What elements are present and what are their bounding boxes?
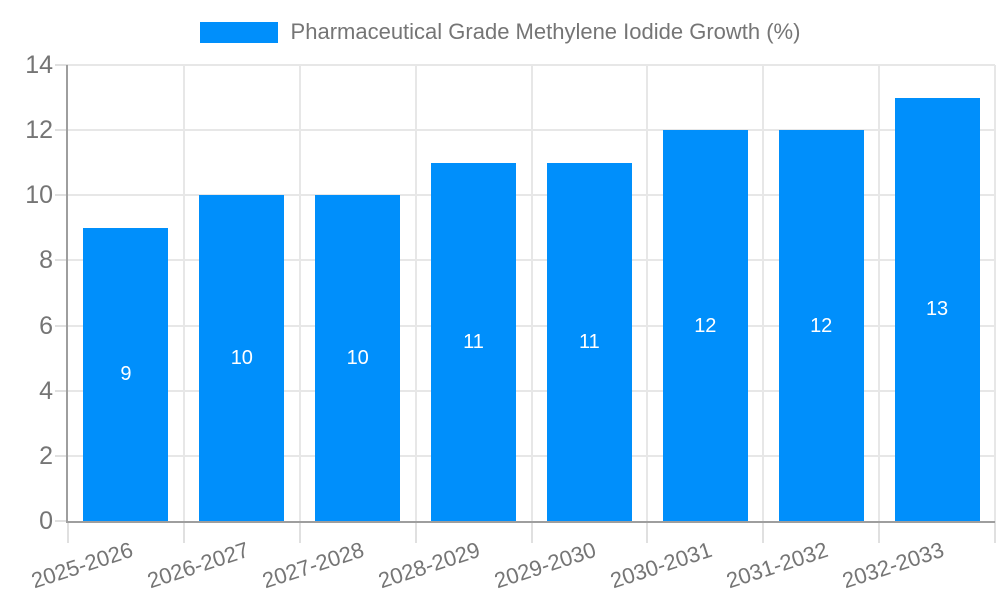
y-tick — [55, 129, 68, 132]
x-tick — [762, 521, 765, 543]
bar-2028-2029[interactable] — [431, 162, 517, 521]
y-axis-label: 8 — [39, 246, 53, 275]
x-tick — [414, 521, 417, 543]
y-tick — [55, 389, 68, 392]
bar-value-label: 10 — [230, 347, 253, 370]
y-tick — [55, 194, 68, 197]
bar-value-label: 12 — [694, 314, 717, 337]
x-axis-label: 2025-2026 — [27, 537, 136, 594]
y-axis-line — [66, 65, 68, 523]
bar-2031-2032[interactable] — [778, 130, 864, 521]
bar-2025-2026[interactable] — [83, 227, 169, 521]
y-tick — [55, 324, 68, 327]
x-gridline — [646, 65, 649, 521]
x-tick — [67, 521, 69, 543]
bar-value-label: 11 — [579, 330, 600, 353]
x-gridline — [298, 65, 301, 521]
x-axis-label: 2032-2033 — [838, 537, 947, 594]
y-tick — [55, 520, 68, 522]
x-gridline — [530, 65, 533, 521]
x-tick — [646, 521, 649, 543]
x-axis-label: 2027-2028 — [259, 537, 368, 594]
x-tick — [298, 521, 301, 543]
y-tick — [55, 259, 68, 262]
x-gridline — [878, 65, 881, 521]
bar-value-label: 9 — [120, 363, 132, 386]
y-axis-label: 12 — [25, 116, 53, 145]
y-axis-label: 2 — [39, 441, 53, 470]
x-gridline — [414, 65, 417, 521]
x-gridline — [762, 65, 765, 521]
bar-value-label: 10 — [346, 347, 369, 370]
x-tick — [182, 521, 185, 543]
y-axis-label: 14 — [25, 51, 53, 79]
bar-value-label: 11 — [463, 330, 484, 353]
x-gridline — [182, 65, 185, 521]
x-axis-label: 2030-2031 — [607, 537, 716, 594]
series-color-swatch-icon — [199, 21, 278, 43]
y-axis-label: 4 — [39, 376, 53, 405]
legend: Pharmaceutical Grade Methylene Iodide Gr… — [0, 19, 1000, 45]
bar-value-label: 13 — [925, 298, 949, 321]
x-axis-label: 2028-2029 — [375, 537, 484, 594]
y-axis-label: 6 — [39, 311, 53, 340]
x-axis-label: 2026-2027 — [143, 537, 252, 594]
y-tick — [55, 454, 68, 457]
y-axis-label: 10 — [25, 181, 53, 210]
bar-2027-2028[interactable] — [315, 195, 401, 521]
x-axis-label: 2031-2032 — [723, 537, 831, 594]
x-tick — [530, 521, 533, 543]
bar-2026-2027[interactable] — [199, 195, 285, 521]
x-tick — [994, 521, 996, 543]
legend-label: Pharmaceutical Grade Methylene Iodide Gr… — [290, 19, 801, 44]
bar-2030-2031[interactable] — [662, 130, 748, 521]
y-tick — [55, 64, 68, 66]
legend-item[interactable]: Pharmaceutical Grade Methylene Iodide Gr… — [199, 19, 801, 45]
y-axis-label: 0 — [39, 507, 53, 535]
bar-value-label: 12 — [810, 314, 833, 337]
x-axis-label: 2029-2030 — [491, 537, 600, 594]
x-gridline — [994, 65, 996, 521]
x-axis-line — [66, 521, 995, 523]
bar-2032-2033[interactable] — [894, 97, 980, 521]
x-tick — [878, 521, 881, 543]
bar-2029-2030[interactable] — [546, 162, 632, 521]
